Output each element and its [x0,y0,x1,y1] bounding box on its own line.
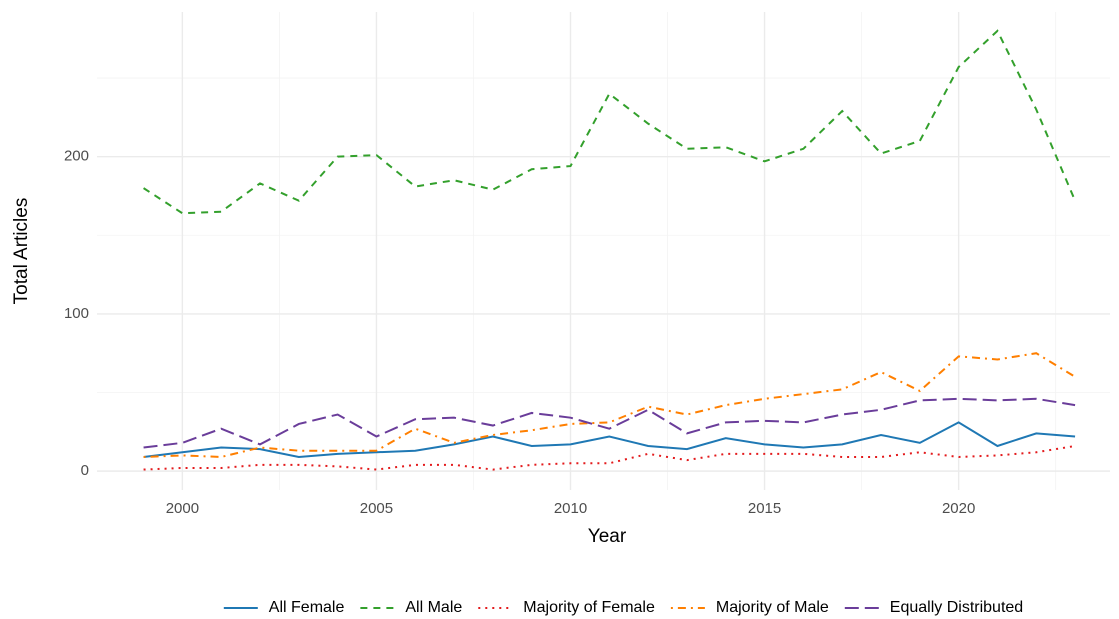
legend-label: Equally Distributed [890,599,1023,616]
legend-label: All Male [405,599,462,616]
y-tick-label: 0 [81,462,89,479]
x-tick-label: 2020 [942,500,975,517]
x-axis-title: Year [588,526,627,547]
legend-label: Majority of Female [523,599,655,616]
y-tick-label: 200 [64,148,89,165]
y-tick-label: 100 [64,305,89,322]
x-tick-label: 2005 [360,500,393,517]
x-tick-label: 2015 [748,500,781,517]
x-tick-label: 2010 [554,500,587,517]
line-series [143,352,1076,458]
line-series [143,421,1076,458]
line-series [143,397,1076,449]
line-series [143,444,1076,471]
y-axis-title: Total Articles [11,198,32,305]
line-series [143,29,1076,215]
legend: All Female All Male Majority of Female Majo… [223,599,1023,616]
legend-label: Majority of Male [716,599,829,616]
x-tick-label: 2000 [166,500,199,517]
legend-label: All Female [269,599,345,616]
